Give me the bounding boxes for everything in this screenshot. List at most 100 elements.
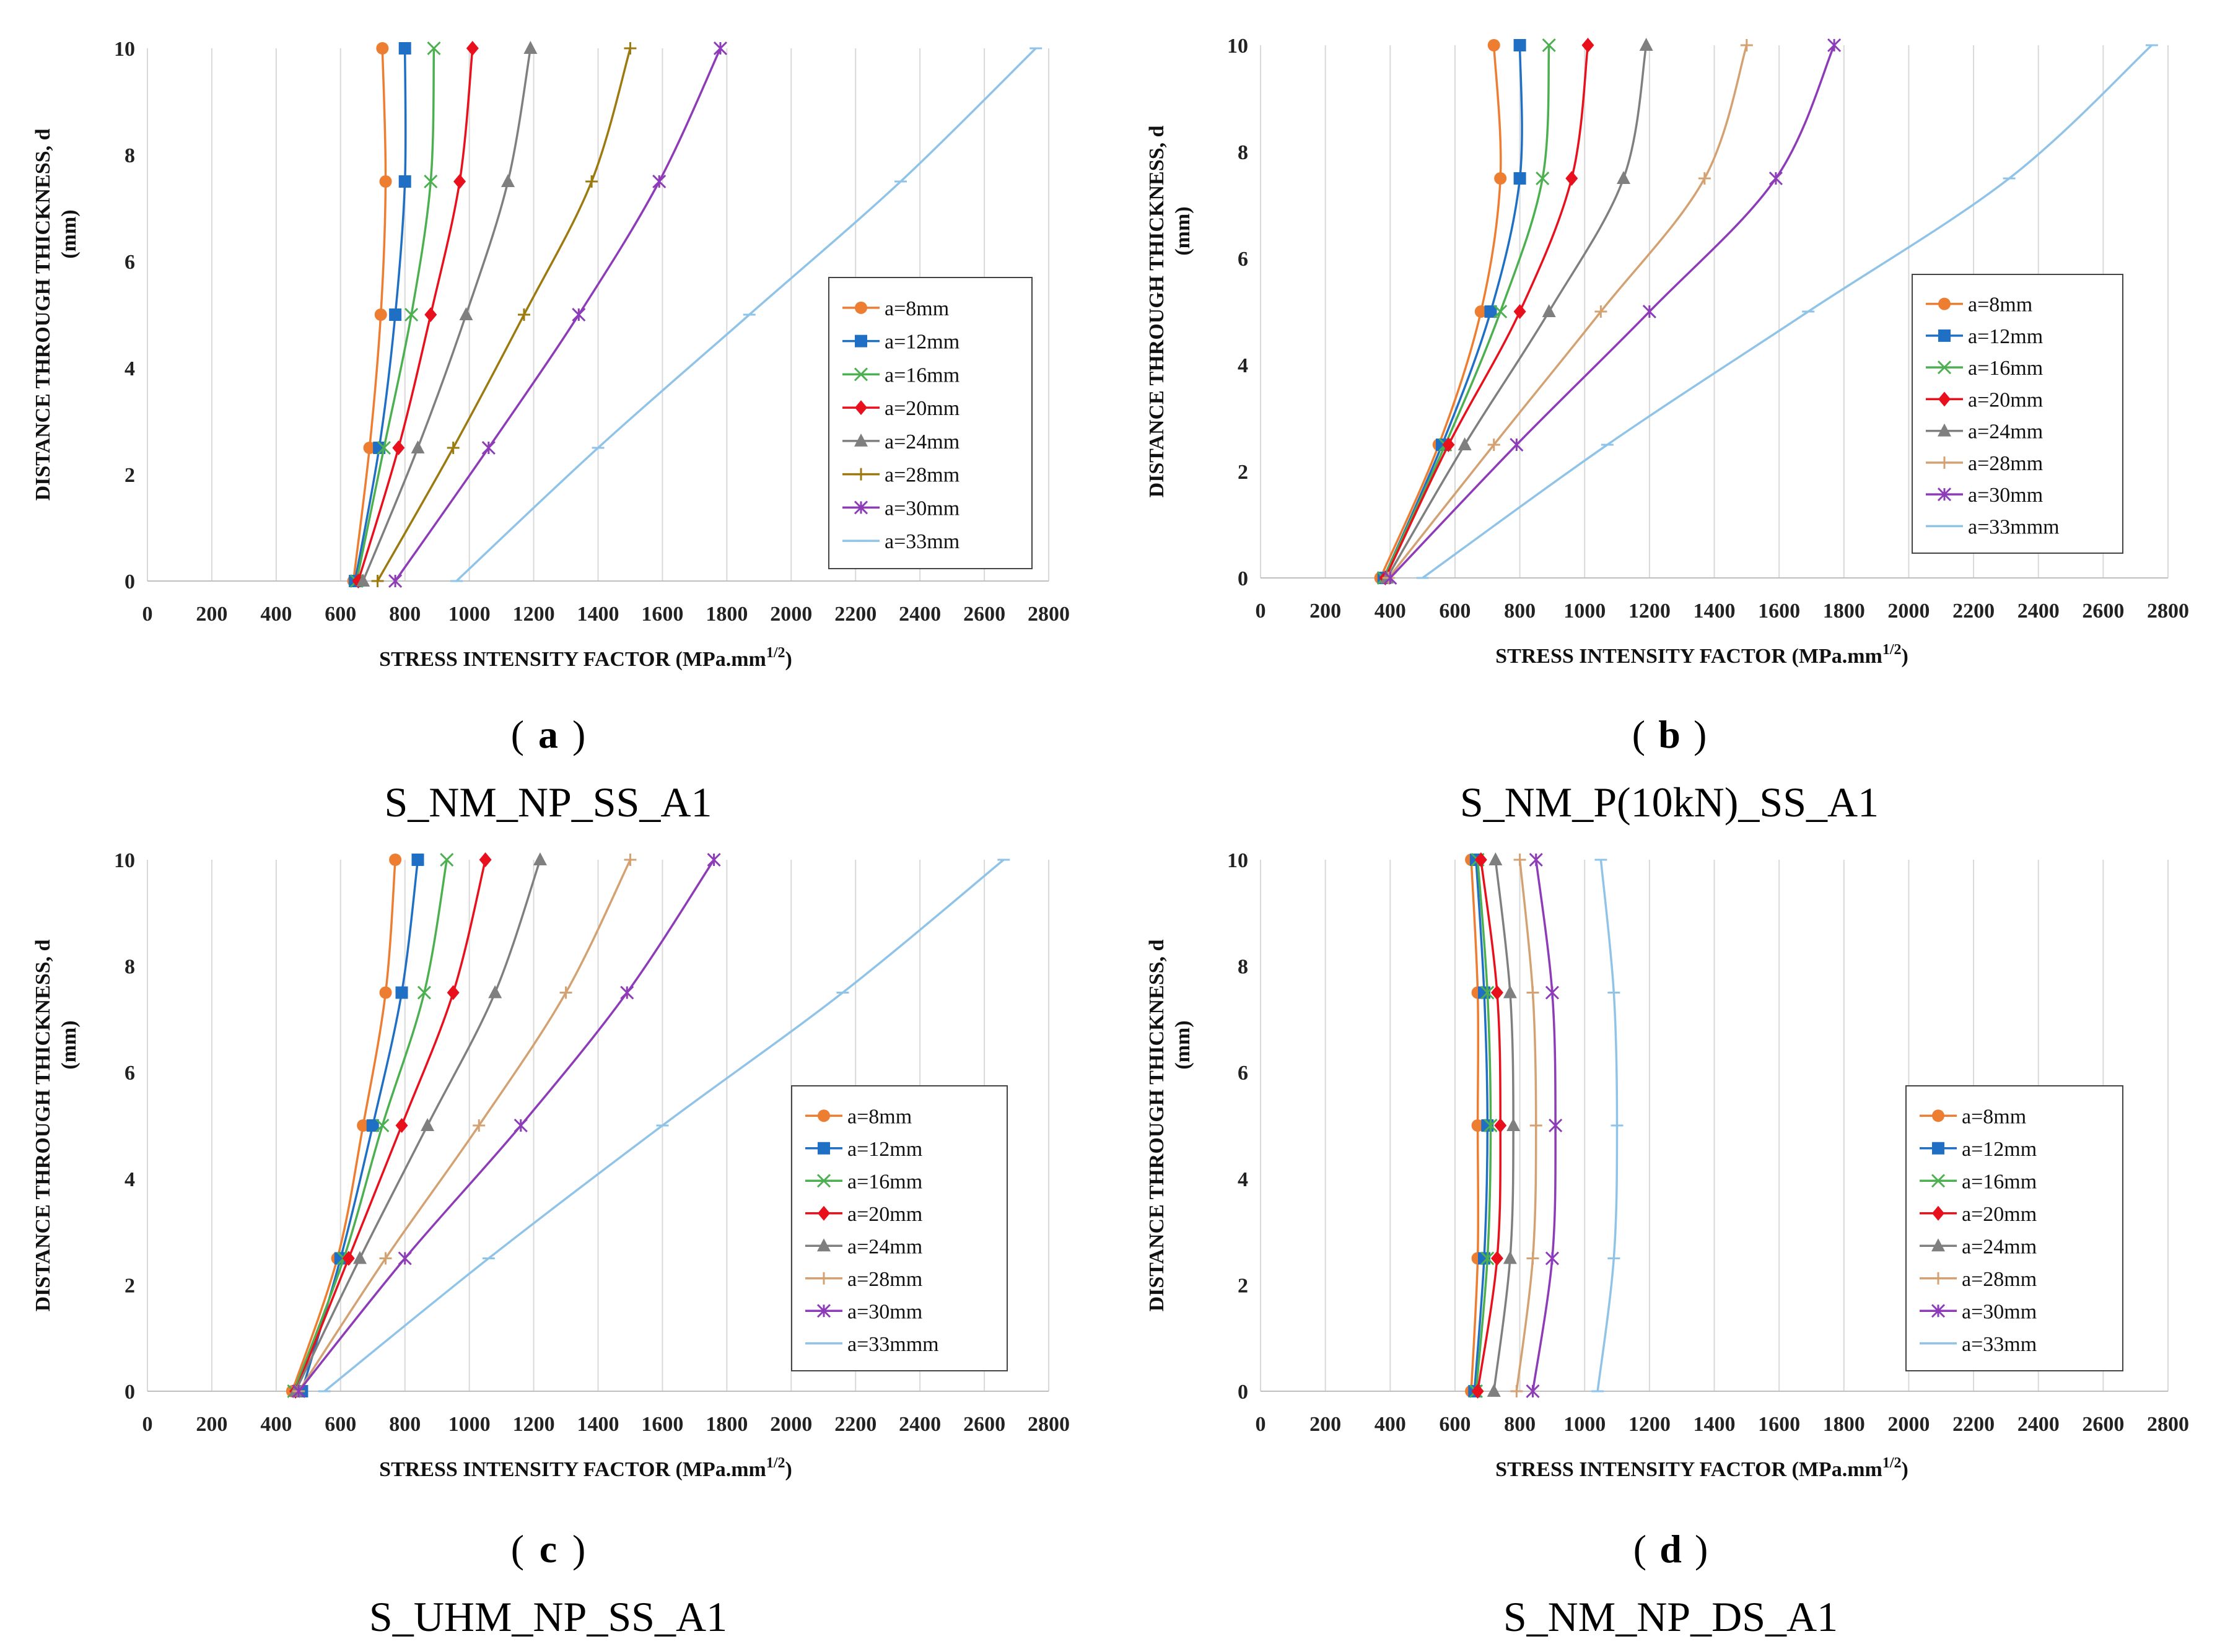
data-point-a=28mm	[1487, 439, 1500, 451]
data-point-a=24mm	[1506, 1118, 1521, 1131]
data-point-a=30mm	[1510, 437, 1524, 452]
data-point-a=30mm	[481, 440, 496, 455]
y-tick-label: 0	[1238, 1381, 1248, 1404]
data-point-a=28mm	[585, 175, 598, 188]
chart-panel-b: 0 200 400 600 800 1000 1200 1400 1600 1800 2000 220…	[1145, 35, 2189, 668]
x-tick-label: 800	[389, 603, 421, 626]
x-tick-label: 1200	[513, 603, 555, 626]
x-tick-label: 1400	[1694, 1413, 1736, 1436]
data-point-a=30mm	[1529, 852, 1543, 867]
x-tick-label: 200	[196, 1413, 227, 1436]
data-point-a=16mm	[440, 852, 454, 867]
x-axis-label-main: STRESS INTENSITY FACTOR (MPa.mm	[379, 648, 766, 671]
x-tick-label: 2600	[963, 603, 1005, 626]
x-tick-label: 800	[1504, 1413, 1536, 1436]
data-point-a=24mm	[459, 307, 473, 320]
x-tick-label: 1200	[1628, 1413, 1671, 1436]
panel-letter-d: d	[1659, 1527, 1682, 1571]
x-tick-label: 2200	[834, 1413, 876, 1436]
legend-label: a=20mm	[847, 1203, 922, 1226]
panel-letter-paren-open-b: (	[1632, 712, 1645, 756]
data-point-a=24mm	[523, 41, 538, 54]
y-tick-label: 2	[1238, 1274, 1248, 1297]
legend-marker	[818, 1272, 830, 1285]
legend-marker	[1937, 487, 1952, 502]
x-tick-label: 0	[142, 1413, 153, 1436]
x-tick-label: 800	[389, 1413, 421, 1436]
x-tick-label: 1600	[641, 603, 683, 626]
x-axis-label-main: STRESS INTENSITY FACTOR (MPa.mm	[379, 1458, 766, 1481]
data-point-a=8mm	[389, 854, 402, 866]
x-tick-label: 2000	[1887, 1413, 1930, 1436]
x-tick-label: 2200	[1952, 600, 1995, 623]
data-point-a=24mm	[411, 440, 425, 453]
data-point-a=12mm	[366, 1119, 379, 1132]
x-axis-label: STRESS INTENSITY FACTOR (MPa.mm1/2)	[1495, 1455, 1908, 1481]
data-point-a=28mm	[624, 854, 637, 866]
legend-label: a=20mm	[1962, 1203, 2037, 1226]
data-point-a=30mm	[572, 307, 586, 322]
x-tick-label: 2400	[899, 1413, 941, 1436]
legend-label: a=16mm	[1962, 1170, 2037, 1193]
x-axis-label-superscript: 1/2	[1882, 642, 1902, 658]
data-point-a=12mm	[398, 42, 411, 55]
data-point-a=20mm	[424, 307, 437, 322]
data-point-a=28mm	[1529, 1119, 1542, 1132]
data-point-a=20mm	[1471, 1384, 1484, 1399]
legend-label: a=33mm	[1962, 1333, 2037, 1356]
data-point-a=28mm	[559, 986, 572, 999]
x-tick-label: 800	[1504, 600, 1536, 623]
x-tick-label: 1800	[706, 603, 748, 626]
legend-marker	[855, 468, 867, 481]
legend-label: a=28mm	[1962, 1268, 2037, 1291]
data-point-a=12mm	[1513, 39, 1526, 51]
data-point-a=20mm	[395, 1118, 408, 1133]
y-tick-label: 4	[125, 1168, 135, 1191]
data-point-a=12mm	[1513, 172, 1526, 185]
x-tick-label: 2600	[2082, 1413, 2124, 1436]
legend-marker	[1932, 1272, 1944, 1285]
panel-letter-paren-close-c: )	[572, 1527, 585, 1571]
data-point-a=16mm	[1480, 986, 1495, 1000]
x-tick-label: 2600	[963, 1413, 1005, 1436]
x-axis-label: STRESS INTENSITY FACTOR (MPa.mm1/2)	[1495, 642, 1908, 668]
data-point-a=24mm	[352, 1251, 367, 1264]
data-point-a=30mm	[1827, 38, 1842, 53]
data-point-a=12mm	[1484, 305, 1497, 318]
data-point-a=20mm	[466, 41, 479, 56]
data-point-a=30mm	[1642, 304, 1656, 319]
x-tick-label: 2400	[2017, 1413, 2060, 1436]
y-tick-label: 8	[1238, 141, 1248, 164]
y-tick-label: 6	[1238, 1062, 1248, 1085]
x-tick-label: 1800	[1823, 1413, 1865, 1436]
legend-marker	[1932, 1205, 1944, 1221]
panel-letter-paren-close-d: )	[1695, 1527, 1708, 1571]
legend-marker	[855, 334, 867, 347]
x-tick-label: 0	[1256, 600, 1266, 623]
legend-box	[828, 277, 1033, 569]
data-point-a=12mm	[411, 854, 424, 866]
data-point-a=12mm	[395, 986, 408, 999]
data-point-a=30mm	[1383, 570, 1397, 585]
data-point-a=28mm	[371, 575, 384, 587]
y-axis-label-units: (mm)	[1171, 1020, 1194, 1069]
panel-caption-d: S_NM_NP_DS_A1	[1503, 1593, 1838, 1640]
legend-marker	[818, 1142, 830, 1155]
panel-caption-a: S_NM_NP_SS_A1	[384, 779, 712, 826]
legend-label: a=30mm	[1962, 1300, 2037, 1323]
data-point-a=30mm	[1545, 986, 1559, 1000]
data-point-a=16mm	[1542, 38, 1556, 53]
data-point-a=20mm	[1513, 304, 1526, 319]
data-point-a=24mm	[501, 174, 515, 187]
panel-letter-b: b	[1658, 712, 1681, 756]
x-tick-label: 2800	[1028, 1413, 1070, 1436]
x-tick-label: 2800	[2147, 1413, 2189, 1436]
y-tick-label: 10	[114, 849, 135, 872]
data-point-a=16mm	[1480, 1251, 1495, 1265]
x-tick-label: 1600	[1758, 1413, 1800, 1436]
x-tick-label: 600	[1439, 1413, 1471, 1436]
x-tick-label: 400	[1375, 600, 1406, 623]
data-point-a=24mm	[1617, 171, 1630, 184]
legend-label: a=12mm	[1968, 325, 2043, 348]
